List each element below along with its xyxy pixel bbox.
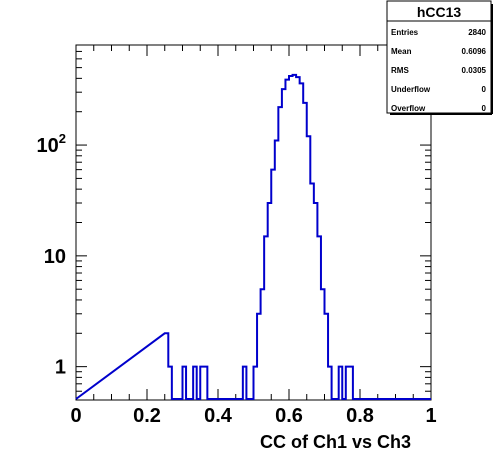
x-tick-label: 0.8 (346, 405, 374, 427)
y-tick-label: 1 (55, 357, 66, 379)
x-tick-labels: 0 0.2 0.4 0.6 0.8 1 (70, 405, 436, 427)
x-tick-label: 0.4 (204, 405, 233, 427)
x-tick-label: 0.6 (275, 405, 303, 427)
x-tick-label: 0.2 (133, 405, 161, 427)
y-tick-label: 102 (37, 131, 66, 157)
stats-label: RMS (391, 66, 409, 75)
stats-box-title: hCC13 (417, 4, 462, 20)
stats-value: 0.0305 (462, 66, 487, 75)
stats-value: 0 (482, 85, 487, 94)
stats-box-rows: Entries 2840 Mean 0.6096 RMS 0.0305 Underflow 0… (391, 28, 487, 113)
stats-label: Mean (391, 47, 412, 56)
x-axis-label: CC of Ch1 vs Ch3 (260, 432, 411, 452)
stats-value: 0.6096 (462, 47, 487, 56)
y-tick-label-base: 10 (37, 135, 59, 157)
y-tick-label-exponent: 2 (59, 131, 66, 146)
y-tick-label: 10 (44, 246, 66, 268)
stats-value: 0 (482, 104, 487, 113)
stats-label: Overflow (391, 104, 426, 113)
stats-label: Entries (391, 28, 419, 37)
x-tick-label: 0 (70, 405, 81, 427)
stats-box: hCC13 Entries 2840 Mean 0.6096 RMS 0.0305 Unde… (386, 0, 493, 115)
stats-box-background (386, 0, 492, 114)
histogram-line (75, 73, 431, 400)
stats-value: 2840 (468, 28, 486, 37)
axis-ticks (75, 44, 432, 401)
x-tick-label: 1 (425, 405, 436, 427)
stats-label: Underflow (391, 85, 431, 94)
